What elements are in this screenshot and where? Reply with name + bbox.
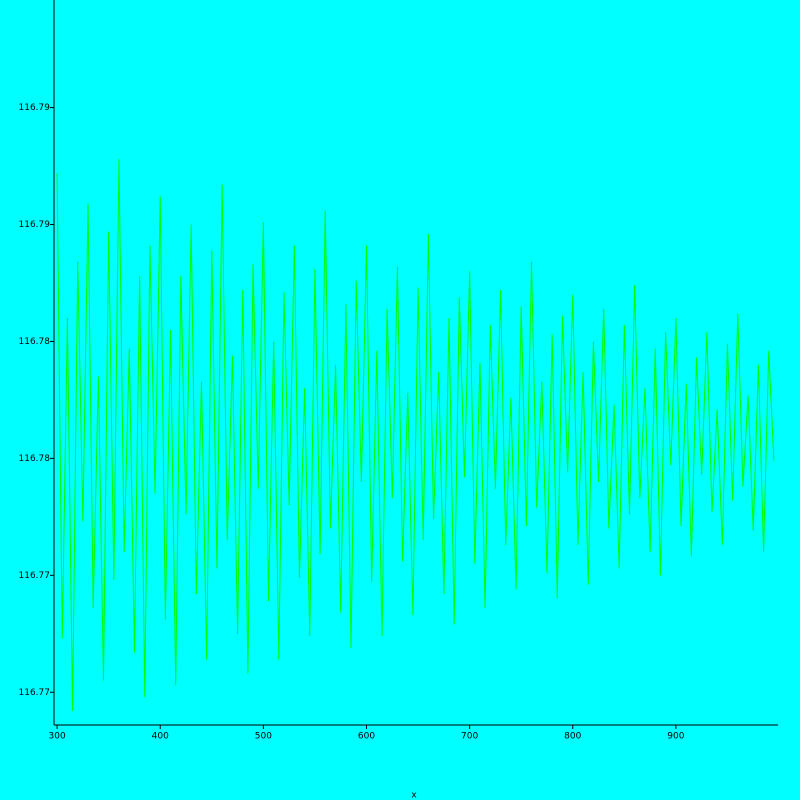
y-tick-label: 116.78 <box>19 337 51 347</box>
line-series <box>56 159 775 711</box>
x-tick-label: 800 <box>564 732 581 742</box>
x-tick-label: 400 <box>152 732 169 742</box>
x-axis-label: x <box>411 791 417 800</box>
x-tick-label: 700 <box>461 732 478 742</box>
y-tick-label: 116.77 <box>19 688 51 698</box>
y-tick-label: 116.79 <box>19 103 51 113</box>
x-tick-label: 500 <box>255 732 272 742</box>
y-tick-label: 116.78 <box>19 454 51 464</box>
x-tick-label: 600 <box>358 732 375 742</box>
x-tick-label: 300 <box>49 732 66 742</box>
y-tick-label: 116.77 <box>19 571 51 581</box>
x-tick-label: 900 <box>667 732 684 742</box>
y-tick-label: 116.79 <box>19 220 51 230</box>
